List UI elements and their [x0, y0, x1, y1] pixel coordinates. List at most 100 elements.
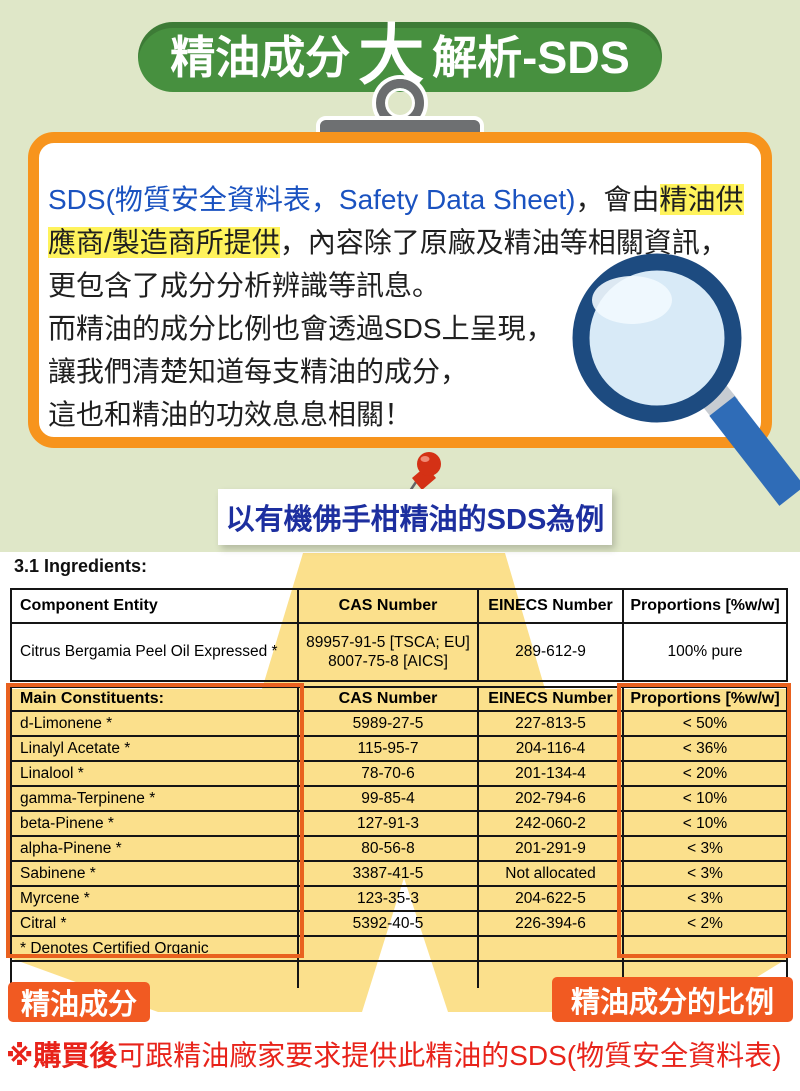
purchase-note: ※購買後可跟精油廠家要求提供此精油的SDS(物質安全資料表): [6, 1034, 781, 1074]
table-row: * Denotes Certified Organic: [10, 935, 788, 962]
pushpin-head: [417, 452, 441, 476]
table-row: Linalool * 78-70-6 201-134-4 < 20%: [10, 760, 788, 787]
table-cell: 127-91-3: [297, 810, 479, 837]
table-row: Myrcene * 123-35-3 204-622-5 < 3%: [10, 885, 788, 912]
table-cell: 204-116-4: [477, 735, 624, 762]
column-header: EINECS Number: [477, 588, 624, 624]
table-cell: Linalool *: [10, 760, 299, 787]
table-cell: Myrcene *: [10, 885, 299, 912]
table-row: gamma-Terpinene * 99-85-4 202-794-6 < 10%: [10, 785, 788, 812]
text-segment-highlight: 精油供: [659, 184, 744, 215]
column-header: EINECS Number: [477, 686, 624, 712]
table-cell: 202-794-6: [477, 785, 624, 812]
table-cell: 89957-91-5 [TSCA; EU] 8007-75-8 [AICS]: [297, 622, 479, 682]
table-cell: 226-394-6: [477, 910, 624, 937]
table-cell: [297, 935, 479, 962]
table-cell: Sabinene *: [10, 860, 299, 887]
page-title: 精油成分 大 解析-SDS: [138, 22, 662, 92]
purchase-note-text: 可跟精油廠家要求提供此精油的SDS(物質安全資料表): [117, 1040, 782, 1071]
header-row: Component Entity CAS Number EINECS Number P…: [10, 588, 788, 624]
table-cell: < 10%: [622, 810, 788, 837]
table-cell: < 20%: [622, 760, 788, 787]
magnifier-handle: [709, 396, 800, 506]
text-segment-plain: 讓我們清楚知道每支精油的成分，: [48, 356, 469, 387]
table-row: Citrus Bergamia Peel Oil Expressed * 8995…: [10, 622, 788, 682]
card-text-line: 而精油的成分比例也會透過SDS上呈現，: [48, 307, 758, 350]
table-row: alpha-Pinene * 80-56-8 201-291-9 < 3%: [10, 835, 788, 862]
label-component-proportions: 精油成分的比例: [552, 977, 793, 1022]
pushpin-icon: [402, 452, 441, 501]
table-cell: 201-291-9: [477, 835, 624, 862]
card-text-line: SDS(物質安全資料表，Safety Data Sheet)，會由精油供: [48, 178, 758, 221]
title-left: 精油成分: [170, 31, 351, 83]
table-cell: 201-134-4: [477, 760, 624, 787]
text-segment-blue: SDS(物質安全資料表，Safety Data Sheet): [48, 184, 576, 215]
table-cell: Citrus Bergamia Peel Oil Expressed *: [10, 622, 299, 682]
table-cell: 100% pure: [622, 622, 788, 682]
table-cell: 80-56-8: [297, 835, 479, 862]
table-cell: 289-612-9: [477, 622, 624, 682]
table-cell: 3387-41-5: [297, 860, 479, 887]
title-right: 解析-SDS: [432, 31, 630, 83]
magnifier-icon: [572, 253, 800, 506]
table-row: Sabinene * 3387-41-5 Not allocated < 3%: [10, 860, 788, 887]
table-cell: [477, 935, 624, 962]
column-header: Proportions [%w/w]: [622, 588, 788, 624]
table-cell: < 10%: [622, 785, 788, 812]
magnifier-glare: [592, 276, 672, 324]
table-cell: < 3%: [622, 860, 788, 887]
table-cell: Linalyl Acetate *: [10, 735, 299, 762]
column-header: CAS Number: [297, 588, 479, 624]
ingredients-table: Component Entity CAS Number EINECS Number P…: [10, 588, 788, 682]
ingredients-table-header: Component Entity CAS Number EINECS Number P…: [10, 588, 788, 624]
table-cell: < 3%: [622, 835, 788, 862]
table-cell: < 36%: [622, 735, 788, 762]
table-cell: 5989-27-5: [297, 710, 479, 737]
table-cell: alpha-Pinene *: [10, 835, 299, 862]
table-cell: 115-95-7: [297, 735, 479, 762]
components-highlight-box: [6, 683, 304, 958]
column-header: Proportions [%w/w]: [622, 686, 788, 712]
table-row: Citral * 5392-40-5 226-394-6 < 2%: [10, 910, 788, 937]
card-text-block: SDS(物質安全資料表，Safety Data Sheet)，會由精油供 應商/製…: [48, 178, 758, 436]
card-text-line: 這也和精油的功效息息相關！: [48, 393, 758, 436]
text-segment-plain: 而精油的成分比例也會透過SDS上呈現，: [48, 313, 554, 344]
table-cell: [297, 960, 479, 988]
column-header: CAS Number: [297, 686, 479, 712]
table-cell: Citral *: [10, 910, 299, 937]
text-segment-highlight: 應商/製造商所提供: [48, 227, 280, 258]
constituents-table: Main Constituents: CAS Number EINECS Numbe…: [10, 686, 788, 988]
column-header: Main Constituents:: [10, 686, 299, 712]
table-row: Linalyl Acetate * 115-95-7 204-116-4 < 36%: [10, 735, 788, 762]
constituents-table-header: Main Constituents: CAS Number EINECS Numbe…: [10, 686, 788, 712]
card-text-line: 讓我們清楚知道每支精油的成分，: [48, 350, 758, 393]
table-row: d-Limonene * 5989-27-5 227-813-5 < 50%: [10, 710, 788, 737]
header-row: Main Constituents: CAS Number EINECS Numbe…: [10, 686, 788, 712]
table-cell: 78-70-6: [297, 760, 479, 787]
table-cell: 227-813-5: [477, 710, 624, 737]
example-caption: 以有機佛手柑精油的SDS為例: [218, 489, 612, 545]
table-cell: 204-622-5: [477, 885, 624, 912]
constituents-table-body: d-Limonene * 5989-27-5 227-813-5 < 50% Linal…: [10, 710, 788, 988]
title-big-char: 大: [358, 18, 425, 92]
label-essential-oil-components: 精油成分: [8, 982, 150, 1022]
proportions-highlight-box: [617, 683, 791, 958]
ingredients-table-body: Citrus Bergamia Peel Oil Expressed * 8995…: [10, 622, 788, 682]
card-text-line: 更包含了成分分析辨識等訊息。: [48, 264, 758, 307]
card-text-line: 應商/製造商所提供，內容除了原廠及精油等相關資訊，: [48, 221, 758, 264]
table-cell: < 2%: [622, 910, 788, 937]
table-cell: beta-Pinene *: [10, 810, 299, 837]
table-row: beta-Pinene * 127-91-3 242-060-2 < 10%: [10, 810, 788, 837]
pushpin-highlight: [420, 456, 430, 462]
table-cell: d-Limonene *: [10, 710, 299, 737]
column-header: Component Entity: [10, 588, 299, 624]
table-cell: 242-060-2: [477, 810, 624, 837]
text-segment-plain: ，會由: [575, 184, 660, 215]
table-cell: 99-85-4: [297, 785, 479, 812]
ingredients-heading: 3.1 Ingredients:: [14, 556, 148, 576]
table-cell: < 50%: [622, 710, 788, 737]
table-cell: 5392-40-5: [297, 910, 479, 937]
text-segment-plain: 這也和精油的功效息息相關！: [48, 399, 413, 430]
table-cell: Not allocated: [477, 860, 624, 887]
